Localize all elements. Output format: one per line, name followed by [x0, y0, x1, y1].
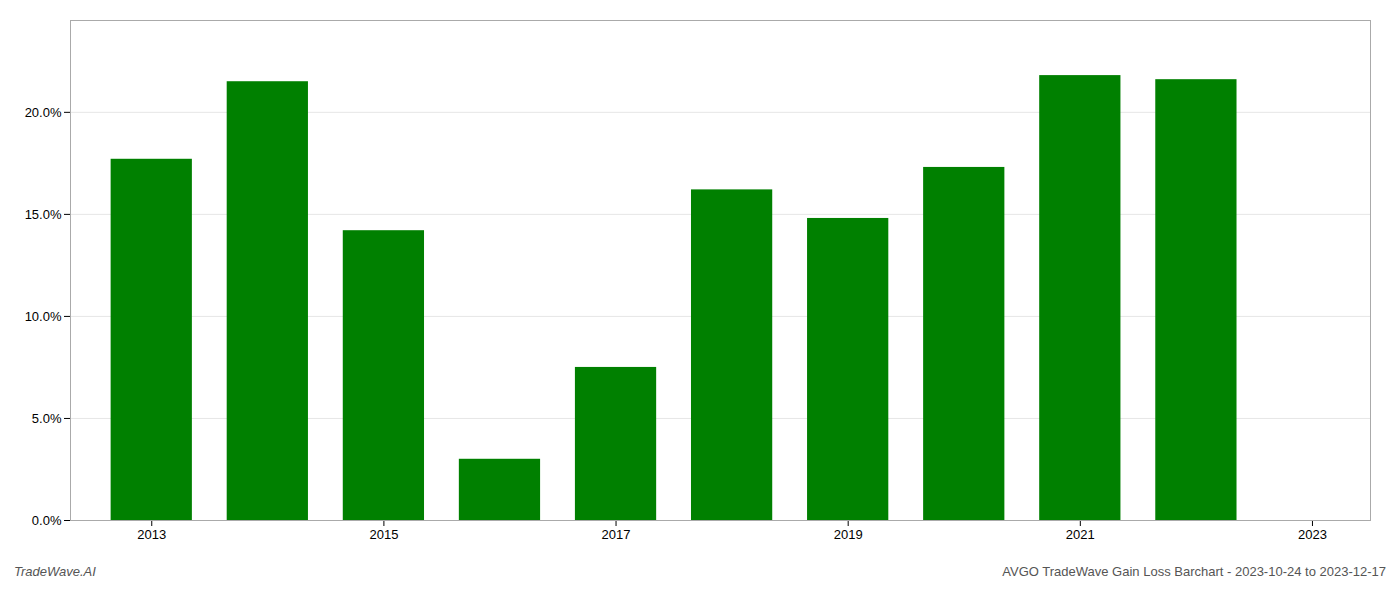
svg-text:2015: 2015 — [369, 527, 398, 542]
html-text:TradeWave.AI: TradeWave.AI — [14, 564, 96, 579]
svg-text:2019: 2019 — [834, 527, 863, 542]
html-text:AVGO TradeWave Gain Loss Barch: AVGO TradeWave Gain Loss Barchart - 2023… — [1002, 564, 1386, 579]
svg-text:2013: 2013 — [137, 527, 166, 542]
svg-text:0.0%: 0.0% — [32, 513, 62, 528]
svg-text:10.0%: 10.0% — [25, 309, 62, 324]
svg-text:5.0%: 5.0% — [32, 411, 62, 426]
svg-text:2017: 2017 — [602, 527, 631, 542]
svg-text:2021: 2021 — [1066, 527, 1095, 542]
svg-text:20.0%: 20.0% — [25, 104, 62, 119]
svg-text:2023: 2023 — [1298, 527, 1327, 542]
svg-text:15.0%: 15.0% — [25, 207, 62, 222]
